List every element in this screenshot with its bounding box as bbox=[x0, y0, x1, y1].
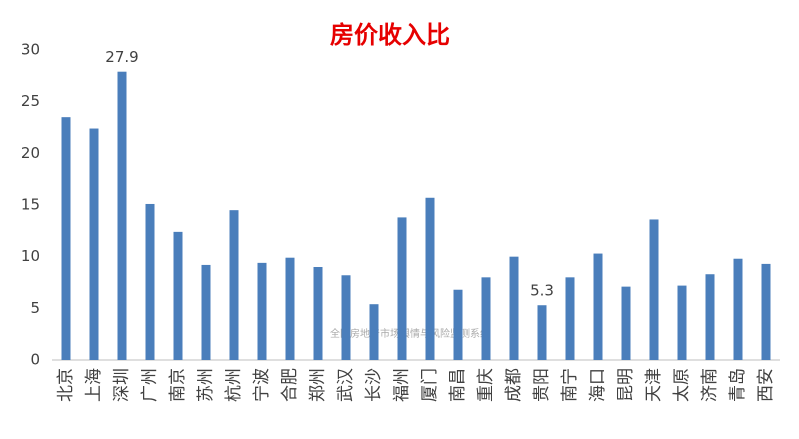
y-tick-label: 0 bbox=[30, 351, 40, 369]
bar bbox=[425, 197, 435, 360]
bar bbox=[397, 217, 407, 360]
bar bbox=[145, 203, 155, 360]
bar bbox=[285, 257, 295, 360]
x-tick-label: 青岛 bbox=[728, 368, 748, 402]
x-tick-label: 广州 bbox=[140, 368, 160, 402]
bar bbox=[229, 210, 239, 360]
y-tick-label: 30 bbox=[21, 41, 40, 59]
bar bbox=[117, 71, 127, 360]
bar bbox=[593, 253, 603, 360]
bar bbox=[733, 258, 743, 360]
bar bbox=[677, 285, 687, 360]
bar bbox=[369, 304, 379, 360]
x-tick-label: 贵阳 bbox=[532, 368, 552, 402]
bar bbox=[509, 256, 519, 360]
bar bbox=[341, 275, 351, 360]
x-tick-label: 南昌 bbox=[448, 368, 468, 402]
x-tick-label: 海口 bbox=[588, 368, 608, 402]
bar bbox=[705, 274, 715, 360]
bar bbox=[89, 128, 99, 360]
x-tick-label: 天津 bbox=[644, 368, 664, 402]
x-tick-label: 南宁 bbox=[560, 368, 580, 402]
chart-title: 房价收入比 bbox=[330, 21, 450, 49]
value-label: 27.9 bbox=[105, 48, 138, 66]
x-tick-label: 上海 bbox=[84, 368, 104, 402]
x-tick-label: 武汉 bbox=[336, 368, 356, 402]
y-tick-label: 10 bbox=[21, 247, 40, 265]
x-tick-label: 成都 bbox=[504, 368, 524, 402]
y-tick-label: 5 bbox=[30, 299, 40, 317]
x-tick-label: 厦门 bbox=[420, 368, 440, 402]
x-tick-label: 深圳 bbox=[112, 368, 132, 402]
x-tick-label: 郑州 bbox=[308, 368, 328, 402]
bar bbox=[565, 277, 575, 360]
bar bbox=[453, 289, 463, 360]
x-tick-label: 重庆 bbox=[476, 368, 496, 402]
x-tick-label: 苏州 bbox=[196, 368, 216, 402]
x-tick-label: 太原 bbox=[672, 368, 692, 402]
bar bbox=[761, 263, 771, 360]
watermark: 全国房地产市场舆情与风险监测系统 bbox=[330, 327, 490, 340]
x-tick-label: 昆明 bbox=[616, 368, 636, 402]
x-tick-label: 西安 bbox=[756, 368, 776, 402]
x-tick-label: 长沙 bbox=[364, 368, 384, 402]
y-tick-label: 25 bbox=[21, 92, 40, 110]
bar bbox=[201, 264, 211, 360]
bar bbox=[61, 117, 71, 361]
bar bbox=[537, 305, 547, 360]
bar bbox=[649, 219, 659, 360]
bar bbox=[481, 277, 491, 360]
bar bbox=[257, 262, 267, 360]
x-tick-label: 南京 bbox=[168, 368, 188, 402]
x-tick-label: 北京 bbox=[56, 368, 76, 402]
x-tick-label: 济南 bbox=[700, 368, 720, 402]
x-tick-label: 合肥 bbox=[280, 368, 300, 402]
y-tick-label: 15 bbox=[21, 196, 40, 214]
bar bbox=[313, 267, 323, 360]
x-tick-label: 福州 bbox=[392, 368, 412, 402]
value-label: 5.3 bbox=[530, 282, 554, 300]
bar bbox=[173, 231, 183, 360]
x-tick-label: 宁波 bbox=[252, 368, 272, 402]
x-tick-label: 杭州 bbox=[224, 368, 244, 402]
y-tick-label: 20 bbox=[21, 144, 40, 162]
bar bbox=[621, 286, 631, 360]
